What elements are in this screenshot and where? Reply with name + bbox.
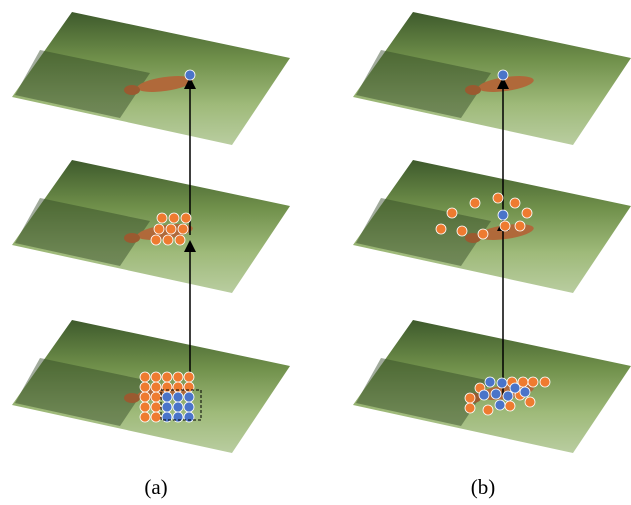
sample-point	[522, 208, 532, 218]
sample-point	[173, 392, 183, 402]
sample-point	[181, 213, 191, 223]
sample-point	[140, 392, 150, 402]
figure: (a) (b)	[0, 0, 631, 505]
sample-point	[151, 392, 161, 402]
sample-point	[470, 198, 480, 208]
sample-point	[483, 405, 493, 415]
sample-point	[185, 70, 195, 80]
sample-point	[140, 372, 150, 382]
sample-point	[485, 377, 495, 387]
sample-point	[525, 397, 535, 407]
sample-point	[175, 235, 185, 245]
sample-point	[173, 372, 183, 382]
sample-point	[478, 229, 488, 239]
sample-point	[528, 377, 538, 387]
sample-point	[515, 221, 525, 231]
sample-point	[465, 403, 475, 413]
sample-point	[497, 378, 507, 388]
sample-point	[503, 391, 513, 401]
sample-point	[479, 390, 489, 400]
sample-point	[178, 224, 188, 234]
sample-point	[151, 382, 161, 392]
dog-head	[124, 233, 140, 243]
sample-point	[157, 213, 167, 223]
sample-point	[465, 393, 475, 403]
sample-point	[151, 402, 161, 412]
sample-point	[184, 372, 194, 382]
dog-head	[465, 85, 481, 95]
sample-point	[163, 235, 173, 245]
panel-label: (b)	[471, 475, 496, 499]
sample-point	[162, 392, 172, 402]
sample-point	[151, 235, 161, 245]
sample-point	[510, 198, 520, 208]
sample-point	[436, 224, 446, 234]
sample-point	[498, 70, 508, 80]
sample-point	[184, 402, 194, 412]
sample-point	[493, 193, 503, 203]
sample-point	[520, 387, 530, 397]
sample-point	[505, 401, 515, 411]
sample-point	[184, 392, 194, 402]
sample-point	[457, 226, 467, 236]
sample-point	[151, 372, 161, 382]
sample-point	[151, 412, 161, 422]
dog-head	[124, 393, 140, 403]
sample-point	[140, 382, 150, 392]
sample-point	[498, 210, 508, 220]
sample-point	[491, 389, 501, 399]
sample-point	[166, 224, 176, 234]
sample-point	[500, 221, 510, 231]
sample-point	[162, 402, 172, 412]
sample-point	[154, 224, 164, 234]
layers	[12, 12, 631, 453]
sample-point	[140, 402, 150, 412]
panel-label: (a)	[144, 475, 167, 499]
sample-point	[169, 213, 179, 223]
dog-head	[124, 85, 140, 95]
sample-point	[540, 377, 550, 387]
sample-point	[495, 400, 505, 410]
sample-point	[510, 383, 520, 393]
sample-point	[162, 372, 172, 382]
sample-point	[173, 402, 183, 412]
page: (a) (b) (() => { const data = JSON.parse…	[0, 0, 631, 505]
sample-point	[447, 208, 457, 218]
sample-point	[140, 412, 150, 422]
